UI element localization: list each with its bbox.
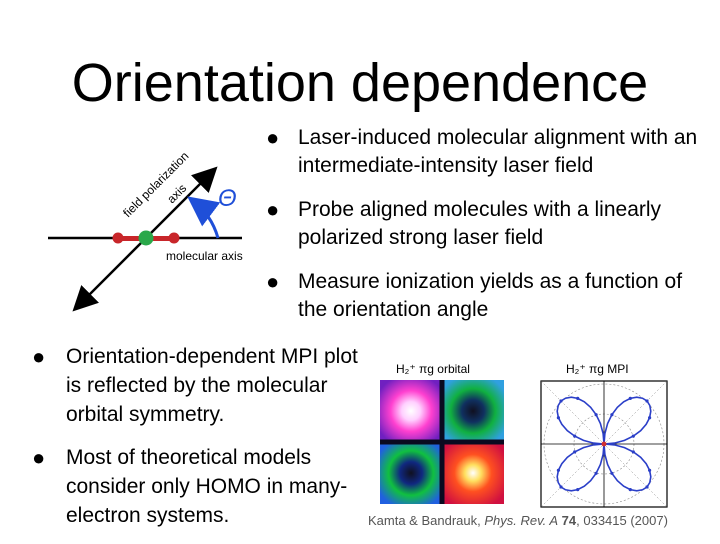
mpi-point (556, 468, 560, 472)
mpi-point (576, 396, 580, 400)
bullet-dot: ● (266, 197, 280, 222)
quadrant-bottom-right (442, 442, 504, 504)
quadrant-top-left (380, 380, 442, 442)
orbital-figure (380, 380, 504, 504)
bullet-dot: ● (32, 344, 46, 369)
field-axis-line (145, 166, 218, 239)
angle-arc (187, 196, 221, 239)
list-item: ● Laser-induced molecular alignment with … (266, 125, 698, 177)
field-axis-label-2: axis (164, 181, 189, 206)
list-item: ● Most of theoretical models consider onl… (32, 445, 348, 527)
mpi-point (628, 396, 632, 400)
bullet-dot: ● (266, 269, 280, 294)
atom-center (138, 230, 154, 246)
field-axis-line-lower (72, 237, 147, 312)
molecular-axis-label: molecular axis (166, 249, 243, 263)
theta-symbol: Θ (218, 185, 237, 212)
mpi-point (573, 434, 577, 438)
quadrant-bottom-left (380, 442, 442, 504)
bullet-dot: ● (266, 125, 280, 150)
list-item: ● Measure ionization yields as a function… (266, 269, 683, 321)
quadrant-top-right (442, 380, 504, 442)
mpi-point (594, 471, 598, 475)
citation: Kamta & Bandrauk, Phys. Rev. A 74, 03341… (368, 513, 668, 528)
mpi-polar-plot (540, 380, 668, 508)
mpi-point (610, 471, 614, 475)
mpi-point (628, 488, 632, 492)
mpi-point (576, 488, 580, 492)
mpi-point (631, 450, 635, 454)
mpi-point (559, 399, 563, 403)
bullet-dot: ● (32, 445, 46, 470)
mpi-point (559, 485, 563, 489)
atom-left (112, 232, 124, 244)
mpi-point (594, 413, 598, 417)
bullets-bottom: ● Orientation-dependent MPI plot is refle… (32, 342, 362, 544)
mpi-point (648, 468, 652, 472)
slide-title: Orientation dependence (71, 53, 649, 113)
mpi-point (610, 413, 614, 417)
mpi-point (631, 434, 635, 438)
mpi-point (645, 399, 649, 403)
orientation-diagram: field polarization axis Θ molecular axis (48, 149, 243, 312)
mpi-point (556, 416, 560, 420)
list-item: ● Probe aligned molecules with a linearly… (266, 197, 662, 249)
mpi-point (645, 485, 649, 489)
list-item: ● Orientation-dependent MPI plot is refle… (32, 344, 358, 426)
mpi-figure-label: H₂⁺ πg MPI (566, 362, 629, 376)
orbital-figure-label: H₂⁺ πg orbital (396, 362, 470, 376)
mpi-point (648, 416, 652, 420)
atom-right (168, 232, 180, 244)
mpi-point (573, 450, 577, 454)
bullets-top: ● Laser-induced molecular alignment with … (266, 124, 716, 340)
